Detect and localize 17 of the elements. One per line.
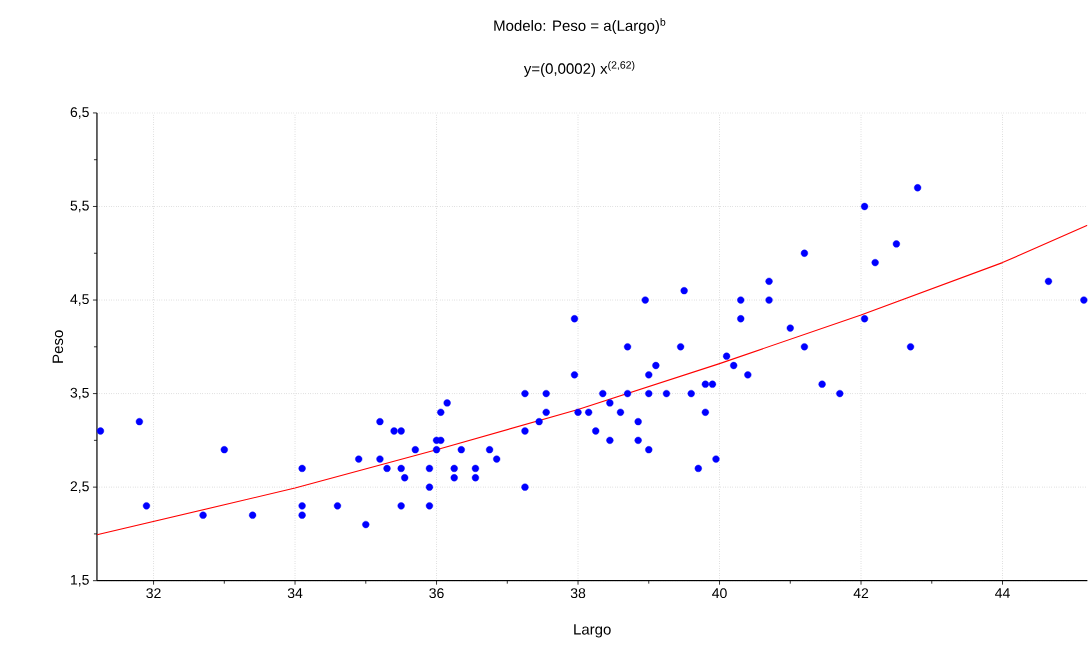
chart-title: Modelo: Peso = a(Largo)$^{b}$ xyxy=(494,18,666,35)
x-tick-label: 34 xyxy=(287,588,303,599)
x-tick-label: 32 xyxy=(146,588,161,599)
x-tick-label: 44 xyxy=(995,588,1010,599)
x-tick-label: 42 xyxy=(853,588,869,599)
x-tick-label: 36 xyxy=(429,588,444,599)
x-tick-label: 38 xyxy=(570,588,586,599)
y-tick-label: 2,5 xyxy=(70,481,89,494)
x-axis-title: Largo xyxy=(574,624,611,638)
y-axis-title: Peso xyxy=(52,330,64,363)
x-tick-label: 40 xyxy=(712,588,727,599)
y-tick-label: 4,5 xyxy=(70,294,89,306)
y-tick-label: 6,5 xyxy=(70,107,89,119)
y-tick-label: 5,5 xyxy=(70,200,89,213)
y-tick-label: 3,5 xyxy=(70,387,89,400)
chart-subtitle: y=(0,0002) x$^{(2,62)}$ xyxy=(523,61,635,78)
y-tick-label: 1,5 xyxy=(71,575,89,587)
